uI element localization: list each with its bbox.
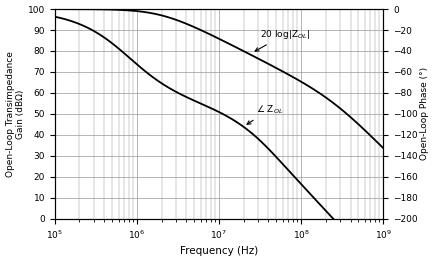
Y-axis label: Open-Loop Transimpedance
Gain (dBΩ): Open-Loop Transimpedance Gain (dBΩ): [6, 51, 25, 177]
Y-axis label: Open-Loop Phase (°): Open-Loop Phase (°): [420, 67, 428, 160]
Text: ∠ Z$_{OL}$: ∠ Z$_{OL}$: [247, 103, 283, 124]
X-axis label: Frequency (Hz): Frequency (Hz): [179, 247, 257, 256]
Text: 20 log|Z$_{OL}$|: 20 log|Z$_{OL}$|: [255, 28, 309, 51]
